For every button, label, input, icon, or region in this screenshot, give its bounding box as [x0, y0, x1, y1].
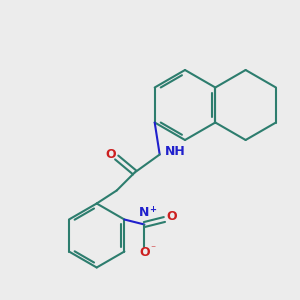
Text: NH: NH [165, 145, 185, 158]
Text: O: O [166, 210, 177, 223]
Text: O: O [105, 148, 116, 161]
Text: O: O [139, 246, 150, 259]
Text: ⁻: ⁻ [150, 244, 155, 254]
Text: N: N [139, 206, 150, 220]
Text: +: + [149, 206, 156, 214]
